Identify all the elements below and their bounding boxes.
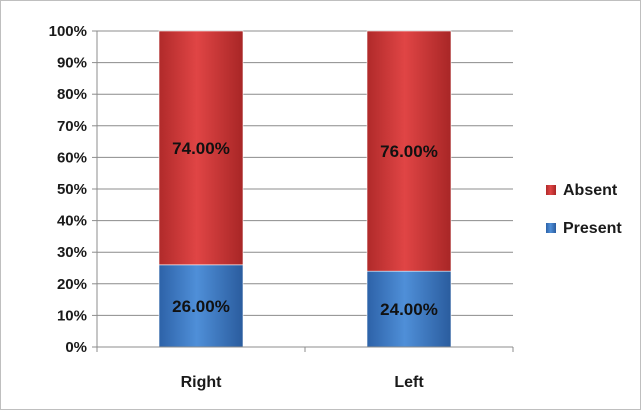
legend: Absent Present [546, 182, 622, 237]
y-tick-label: 0% [65, 339, 87, 356]
legend-swatch-present [546, 223, 556, 233]
y-tick-label: 10% [57, 307, 87, 324]
data-label-absent-right: 74.00% [172, 139, 230, 158]
y-tick-label: 70% [57, 118, 87, 135]
y-tick-label: 20% [57, 276, 87, 293]
y-axis-tick-labels: 0% 10% 20% 30% 40% 50% 60% 70% 80% 90% 100% [49, 23, 87, 356]
bar-segment-absent-left [366, 30, 452, 272]
bar-segment-absent-right [158, 30, 244, 266]
y-tick-label: 40% [57, 213, 87, 230]
bars [158, 30, 452, 348]
x-axis-category-labels: Right Left [181, 374, 425, 391]
y-tick-label: 30% [57, 244, 87, 261]
legend-swatch-absent [546, 185, 556, 195]
y-tick-label: 80% [57, 86, 87, 103]
bar-segment-present-left [366, 270, 452, 348]
x-category-label: Left [394, 374, 424, 391]
data-label-present-left: 24.00% [380, 300, 438, 319]
bar-segment-present-right [158, 264, 244, 348]
data-labels: 26.00% 74.00% 24.00% 76.00% [172, 139, 438, 319]
y-tick-label: 50% [57, 181, 87, 198]
data-label-present-right: 26.00% [172, 297, 230, 316]
x-category-label: Right [181, 374, 223, 391]
legend-label-present: Present [563, 220, 622, 237]
y-tick-label: 60% [57, 149, 87, 166]
y-tick-label: 90% [57, 55, 87, 72]
y-tick-label: 100% [49, 23, 87, 40]
legend-label-absent: Absent [563, 182, 618, 199]
axes [92, 30, 514, 352]
data-label-absent-left: 76.00% [380, 142, 438, 161]
